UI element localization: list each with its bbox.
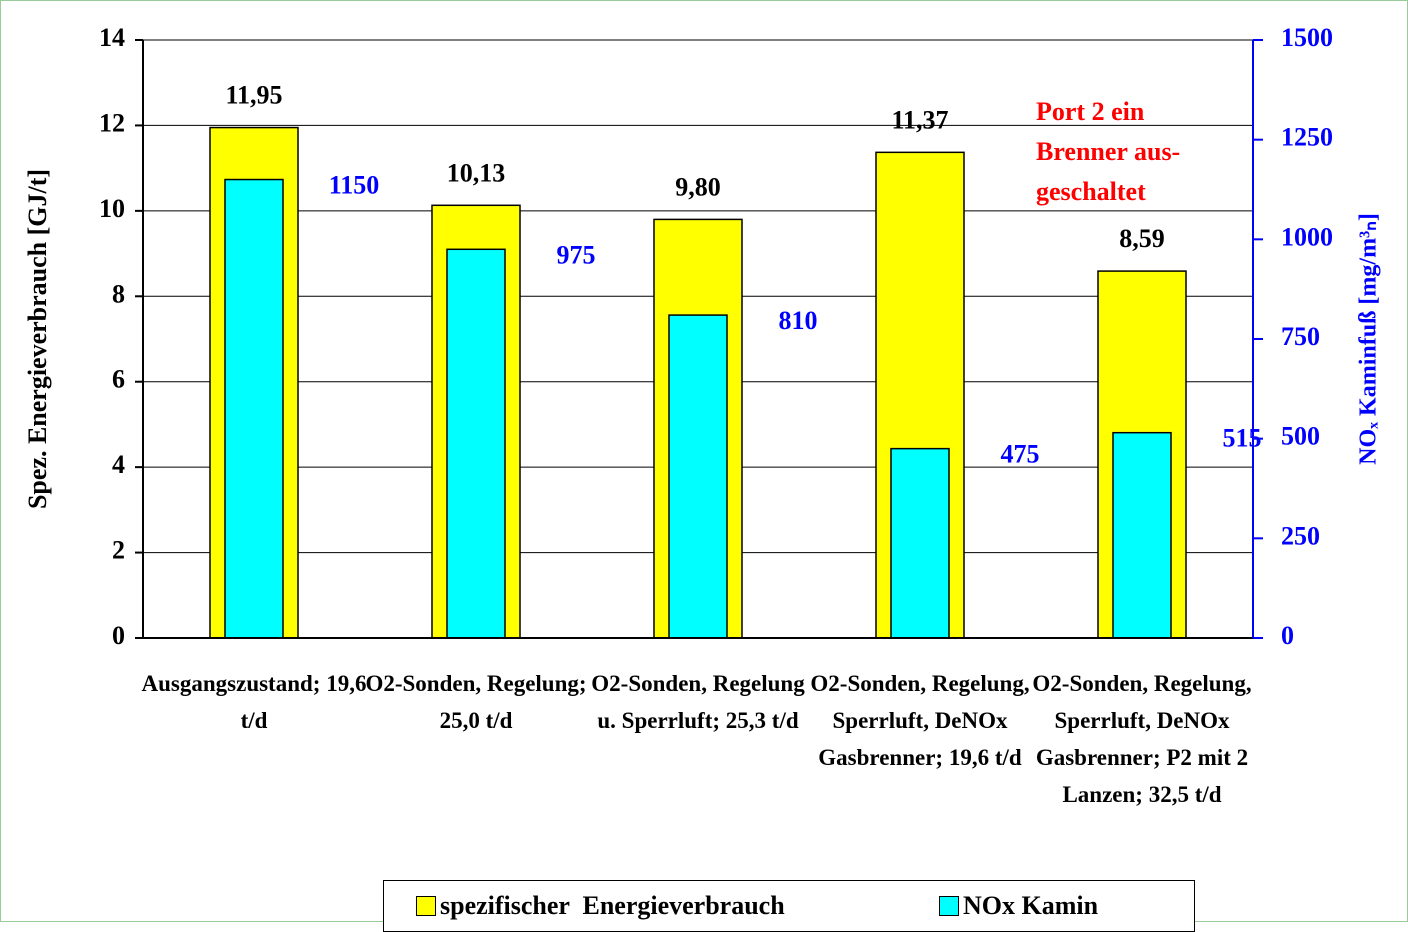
data-label: 8,59	[1119, 224, 1165, 253]
data-label: 975	[557, 240, 596, 269]
y-tick-label: 4	[112, 450, 125, 479]
y-tick-label: 10	[99, 194, 125, 223]
y2-tick-label: 0	[1281, 621, 1294, 650]
bar	[224, 178, 284, 639]
y-tick-label: 6	[112, 365, 125, 394]
legend-swatch	[416, 896, 436, 916]
legend-swatch	[939, 896, 959, 916]
legend: spezifischer Energieverbrauch NOx Kamin	[383, 880, 1195, 932]
annotation: Port 2 ein Brenner aus-geschaltet	[1036, 97, 1181, 206]
x-tick-label: O2-Sonden, Regelung, Sperrluft, DeNOx Ga…	[810, 671, 1030, 770]
data-label: 11,37	[891, 105, 948, 134]
x-tick-label: O2-Sonden, Regelung u. Sperrluft; 25,3 t…	[591, 671, 805, 733]
data-label: 10,13	[447, 158, 506, 187]
y2-tick-label: 1000	[1281, 222, 1333, 251]
y-axis-label: Spez. Energieverbrauch [GJ/t]	[23, 169, 52, 509]
y2-tick-label: 500	[1281, 422, 1320, 451]
bar	[1112, 431, 1172, 639]
data-label: 810	[779, 306, 818, 335]
y2-tick-label: 1250	[1281, 123, 1333, 152]
legend-entry: spezifischer Energieverbrauch	[416, 891, 785, 921]
y-tick-label: 0	[112, 621, 125, 650]
bar	[668, 314, 728, 639]
data-label: 1150	[329, 171, 380, 200]
x-tick-label: Ausgangszustand; 19,6 t/d	[141, 671, 367, 733]
x-tick-label: O2-Sonden, Regelung; 25,0 t/d	[365, 671, 587, 733]
data-label: 475	[1001, 440, 1040, 469]
legend-label: spezifischer Energieverbrauch	[440, 891, 785, 920]
bar	[446, 248, 506, 639]
legend-label: NOx Kamin	[963, 891, 1099, 920]
x-tick-label: O2-Sonden, Regelung, Sperrluft, DeNOx Ga…	[1032, 671, 1252, 807]
grid	[143, 39, 1253, 554]
y2-tick-label: 750	[1281, 322, 1320, 351]
data-label: 9,80	[675, 172, 721, 201]
legend-entry: NOx Kamin	[939, 891, 1098, 921]
y-tick-label: 12	[99, 108, 125, 137]
bar	[890, 447, 950, 639]
y2-tick-label: 1500	[1281, 23, 1333, 52]
y-tick-label: 8	[112, 279, 125, 308]
y2-tick-label: 250	[1281, 521, 1320, 550]
y2-axis-label: NOₓ Kaminfuß [mg/m³ₙ]	[1356, 213, 1382, 465]
y-tick-label: 14	[99, 23, 125, 52]
y-tick-label: 2	[112, 536, 125, 565]
data-label: 11,95	[225, 81, 282, 110]
